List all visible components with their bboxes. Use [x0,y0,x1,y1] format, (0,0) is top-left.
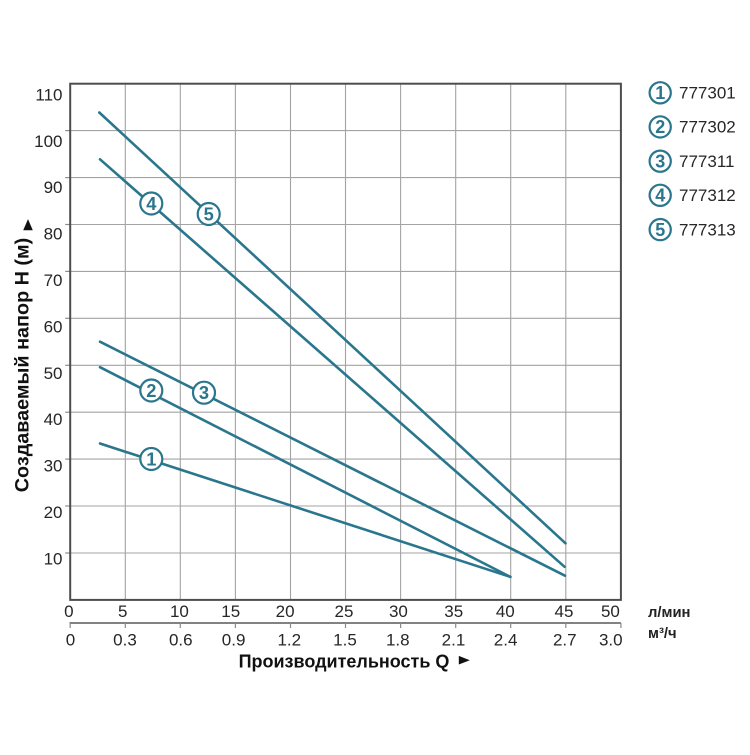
svg-text:1: 1 [146,448,156,469]
svg-text:30: 30 [44,457,63,476]
svg-text:3: 3 [655,151,665,171]
svg-text:70: 70 [44,271,63,290]
svg-text:1.8: 1.8 [386,630,410,649]
svg-text:80: 80 [44,225,63,244]
svg-text:20: 20 [276,602,295,621]
svg-text:5: 5 [204,203,214,224]
svg-text:777312: 777312 [679,186,736,205]
svg-text:30: 30 [389,602,408,621]
svg-text:5: 5 [118,602,127,621]
svg-text:0.6: 0.6 [169,630,193,649]
svg-text:1.2: 1.2 [277,630,301,649]
svg-text:Производительность Q: Производительность Q [239,652,450,672]
svg-text:1.5: 1.5 [333,630,357,649]
svg-text:777301: 777301 [679,84,736,103]
svg-text:10: 10 [170,602,189,621]
svg-text:2.1: 2.1 [442,630,466,649]
svg-text:777311: 777311 [679,152,734,171]
svg-text:4: 4 [146,193,157,214]
svg-text:0: 0 [64,602,73,621]
svg-text:60: 60 [44,317,63,336]
svg-text:110: 110 [35,85,62,104]
svg-text:45: 45 [555,602,574,621]
svg-text:50: 50 [44,364,63,383]
svg-text:35: 35 [444,602,463,621]
svg-text:0.3: 0.3 [113,630,137,649]
svg-text:0.9: 0.9 [222,630,246,649]
svg-text:100: 100 [34,132,62,151]
svg-text:15: 15 [221,602,240,621]
svg-text:20: 20 [44,503,63,522]
svg-text:5: 5 [655,220,665,240]
svg-text:Создаваемый напор Н (м): Создаваемый напор Н (м) [12,238,34,492]
svg-text:40: 40 [496,602,515,621]
svg-text:25: 25 [335,602,354,621]
svg-text:л/мин: л/мин [648,605,691,621]
svg-text:2: 2 [146,380,156,401]
svg-text:777313: 777313 [679,220,736,239]
svg-text:2.4: 2.4 [494,630,518,649]
svg-text:3: 3 [199,382,209,403]
svg-text:50: 50 [601,602,620,621]
svg-text:0: 0 [66,630,75,649]
svg-text:3.0: 3.0 [599,630,623,649]
svg-text:90: 90 [44,178,63,197]
svg-text:м³/ч: м³/ч [648,626,677,642]
svg-text:777302: 777302 [679,118,736,137]
svg-text:2: 2 [655,117,665,137]
svg-text:10: 10 [44,549,63,568]
svg-text:1: 1 [655,83,665,103]
svg-text:40: 40 [44,410,63,429]
svg-text:4: 4 [655,186,665,206]
svg-text:2.7: 2.7 [553,630,577,649]
